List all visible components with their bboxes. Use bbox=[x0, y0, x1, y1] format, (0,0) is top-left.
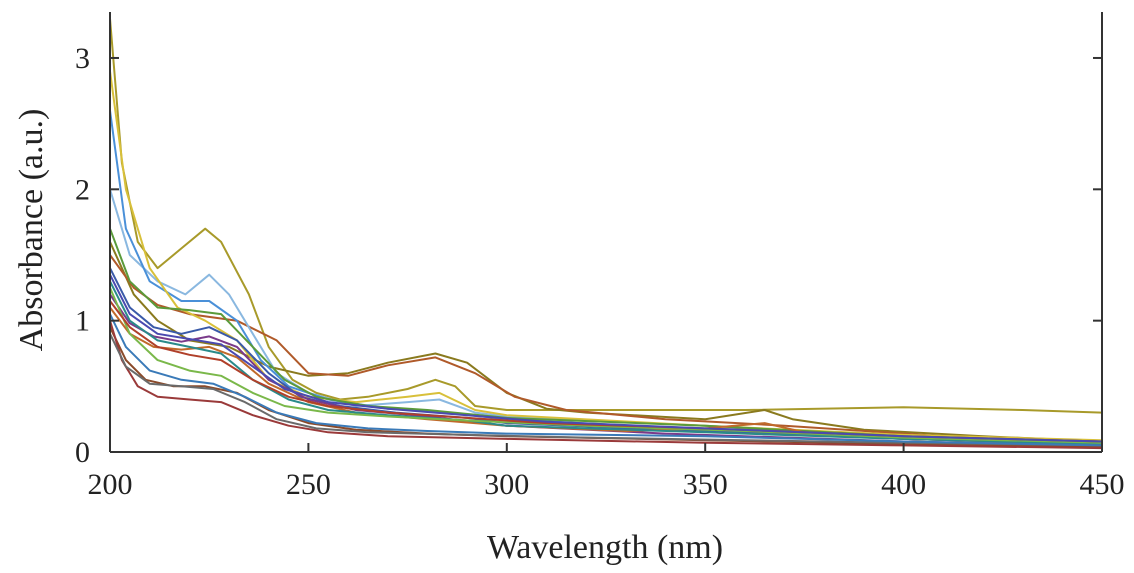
axes-layer: 200 250 300 350 400 450 0 1 2 3 bbox=[75, 12, 1125, 501]
series-line-11 bbox=[109, 280, 1103, 446]
series-line-18 bbox=[109, 274, 1103, 443]
y-tick-label: 3 bbox=[75, 42, 90, 75]
x-tick-label: 300 bbox=[484, 468, 529, 501]
series-line-15 bbox=[109, 313, 1103, 447]
series-line-9 bbox=[109, 228, 1103, 443]
y-tick-label: 0 bbox=[75, 436, 90, 469]
x-tick-label: 350 bbox=[683, 468, 728, 501]
series-line-2 bbox=[109, 241, 1103, 443]
series-line-14 bbox=[109, 333, 1103, 447]
x-axis-title: Wavelength (nm) bbox=[487, 529, 723, 566]
x-tick-label: 450 bbox=[1080, 468, 1125, 501]
series-line-13 bbox=[109, 320, 1103, 450]
y-tick-label: 2 bbox=[75, 173, 90, 206]
series-line-16 bbox=[109, 287, 1103, 444]
series-line-3 bbox=[109, 254, 1103, 444]
series-line-6 bbox=[109, 70, 1103, 442]
series-line-5 bbox=[109, 110, 1103, 446]
series-layer bbox=[109, 18, 1103, 450]
y-tick-label: 1 bbox=[75, 305, 90, 338]
y-axis-title: Absorbance (a.u.) bbox=[13, 109, 50, 352]
x-tick-label: 200 bbox=[88, 468, 133, 501]
x-tick-label: 400 bbox=[881, 468, 926, 501]
x-tick-label: 250 bbox=[286, 468, 331, 501]
